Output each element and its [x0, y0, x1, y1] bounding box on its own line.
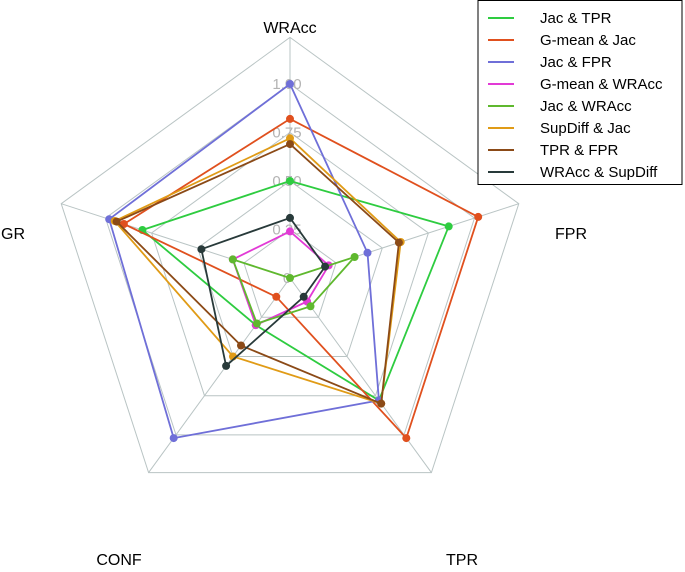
- series-6: [112, 140, 403, 408]
- legend-box: [477, 0, 683, 185]
- data-point: [286, 213, 294, 222]
- data-point: [286, 114, 294, 123]
- legend-entry: Jac & FPR: [540, 54, 612, 71]
- series-7: [197, 213, 330, 370]
- data-point: [350, 253, 359, 261]
- data-point: [402, 434, 411, 443]
- legend-entry: G-mean & Jac: [540, 32, 636, 49]
- grid-ring: [104, 83, 476, 436]
- legend-entry: Jac & TPR: [540, 10, 612, 27]
- data-point: [286, 80, 294, 88]
- legend-entry: TPR & FPR: [540, 142, 619, 159]
- data-point: [286, 227, 294, 236]
- data-point: [237, 341, 245, 350]
- series-line: [115, 143, 400, 405]
- data-point: [169, 434, 178, 443]
- grid-ring: [243, 228, 337, 318]
- data-point: [252, 319, 261, 328]
- legend-entry: G-mean & WRAcc: [540, 76, 663, 93]
- data-point: [306, 302, 315, 311]
- data-point: [286, 134, 294, 143]
- data-point: [228, 255, 237, 264]
- axis-label-wracc: WRAcc: [263, 20, 316, 37]
- axis-label-conf: CONF: [96, 552, 142, 569]
- data-point: [286, 177, 294, 185]
- series-line: [122, 117, 480, 440]
- data-point: [222, 361, 231, 370]
- series-line: [113, 137, 402, 405]
- data-point: [299, 292, 308, 301]
- data-point: [474, 212, 483, 221]
- legend-entry: WRAcc & SupDiff: [540, 164, 658, 181]
- series-line: [140, 180, 450, 402]
- data-point: [112, 217, 121, 226]
- axis-label-gr: GR: [1, 226, 25, 243]
- tick-label: 0.75: [272, 125, 301, 142]
- data-point: [272, 292, 281, 301]
- data-point: [444, 222, 453, 231]
- axis-labels: WRAcc FPR TPR CONF GR: [1, 20, 587, 569]
- data-series: [105, 80, 483, 443]
- grid-ring: [197, 180, 383, 357]
- data-point: [286, 140, 294, 149]
- grid-spoke: [148, 277, 291, 473]
- data-point: [394, 238, 403, 247]
- data-point: [363, 248, 372, 257]
- axis-label-tpr: TPR: [446, 552, 478, 569]
- legend-entry: Jac & WRAcc: [540, 98, 632, 115]
- data-point: [321, 262, 330, 271]
- legend: Jac & TPR G-mean & Jac Jac & FPR G-mean & W…: [477, 0, 683, 185]
- data-point: [286, 274, 294, 282]
- radar-grid: [60, 36, 520, 474]
- series-line: [108, 82, 380, 440]
- data-point: [197, 245, 206, 254]
- grid-ring: [151, 131, 429, 397]
- data-point: [377, 399, 386, 408]
- series-5: [110, 134, 405, 408]
- legend-entry: SupDiff & Jac: [540, 120, 631, 137]
- series-line: [200, 216, 327, 368]
- series-line: [231, 230, 330, 327]
- axis-label-fpr: FPR: [555, 226, 587, 243]
